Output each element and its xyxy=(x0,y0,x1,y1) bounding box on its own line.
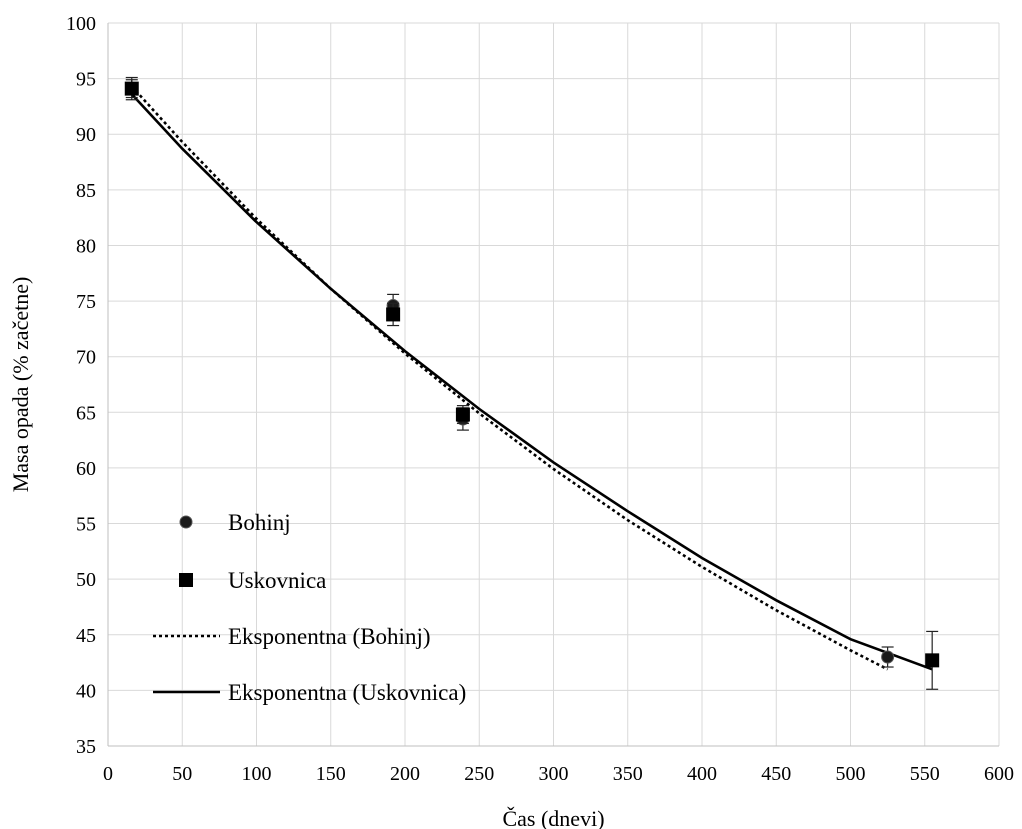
x-tick-label: 100 xyxy=(242,763,272,785)
x-axis-title: Čas (dnevi) xyxy=(502,806,604,829)
y-tick-label: 90 xyxy=(76,124,96,146)
y-tick-label: 70 xyxy=(76,347,96,369)
x-tick-label: 150 xyxy=(316,763,346,785)
tick-labels: 0 50 100 150 200 250 300 350 400 450 500 550 600 35 40… xyxy=(66,13,1014,785)
x-tick-label: 550 xyxy=(910,763,940,785)
x-tick-label: 250 xyxy=(464,763,494,785)
legend: Bohinj Uskovnica Eksponentna (Bohinj) Ekspo… xyxy=(153,510,466,705)
x-tick-label: 350 xyxy=(613,763,643,785)
legend-label: Bohinj xyxy=(228,510,291,535)
legend-label: Eksponentna (Uskovnica) xyxy=(228,680,466,705)
y-tick-label: 85 xyxy=(76,180,96,202)
y-tick-label: 40 xyxy=(76,680,96,702)
x-tick-label: 400 xyxy=(687,763,717,785)
axes xyxy=(107,23,999,747)
point-uskovnica xyxy=(386,307,401,322)
data-markers xyxy=(124,76,940,690)
y-tick-label: 50 xyxy=(76,569,96,591)
y-tick-label: 75 xyxy=(76,291,96,313)
y-tick-label: 80 xyxy=(76,235,96,257)
x-tick-label: 450 xyxy=(761,763,791,785)
y-tick-label: 55 xyxy=(76,514,96,536)
y-tick-label: 60 xyxy=(76,458,96,480)
x-tick-label: 500 xyxy=(836,763,866,785)
point-bohinj xyxy=(881,650,895,664)
y-tick-label: 65 xyxy=(76,402,96,424)
y-axis-title: Masa opada (% začetne) xyxy=(8,277,33,493)
trend-line-bohinj xyxy=(130,85,889,671)
y-tick-label: 35 xyxy=(76,736,96,758)
x-tick-label: 0 xyxy=(103,763,113,785)
x-tick-label: 50 xyxy=(172,763,192,785)
y-tick-label: 45 xyxy=(76,625,96,647)
point-uskovnica xyxy=(455,407,470,422)
x-tick-label: 200 xyxy=(390,763,420,785)
point-uskovnica xyxy=(925,653,940,668)
legend-label: Uskovnica xyxy=(228,568,326,593)
legend-symbol-uskovnica xyxy=(179,573,193,587)
legend-symbol-bohinj xyxy=(179,515,193,529)
x-tick-label: 600 xyxy=(984,763,1014,785)
trend-line-uskovnica xyxy=(130,93,933,671)
y-tick-label: 95 xyxy=(76,69,96,91)
y-tick-label: 100 xyxy=(66,13,96,35)
point-uskovnica xyxy=(124,81,139,96)
legend-label: Eksponentna (Bohinj) xyxy=(228,624,431,649)
trend-lines xyxy=(130,85,933,671)
x-tick-label: 300 xyxy=(539,763,569,785)
